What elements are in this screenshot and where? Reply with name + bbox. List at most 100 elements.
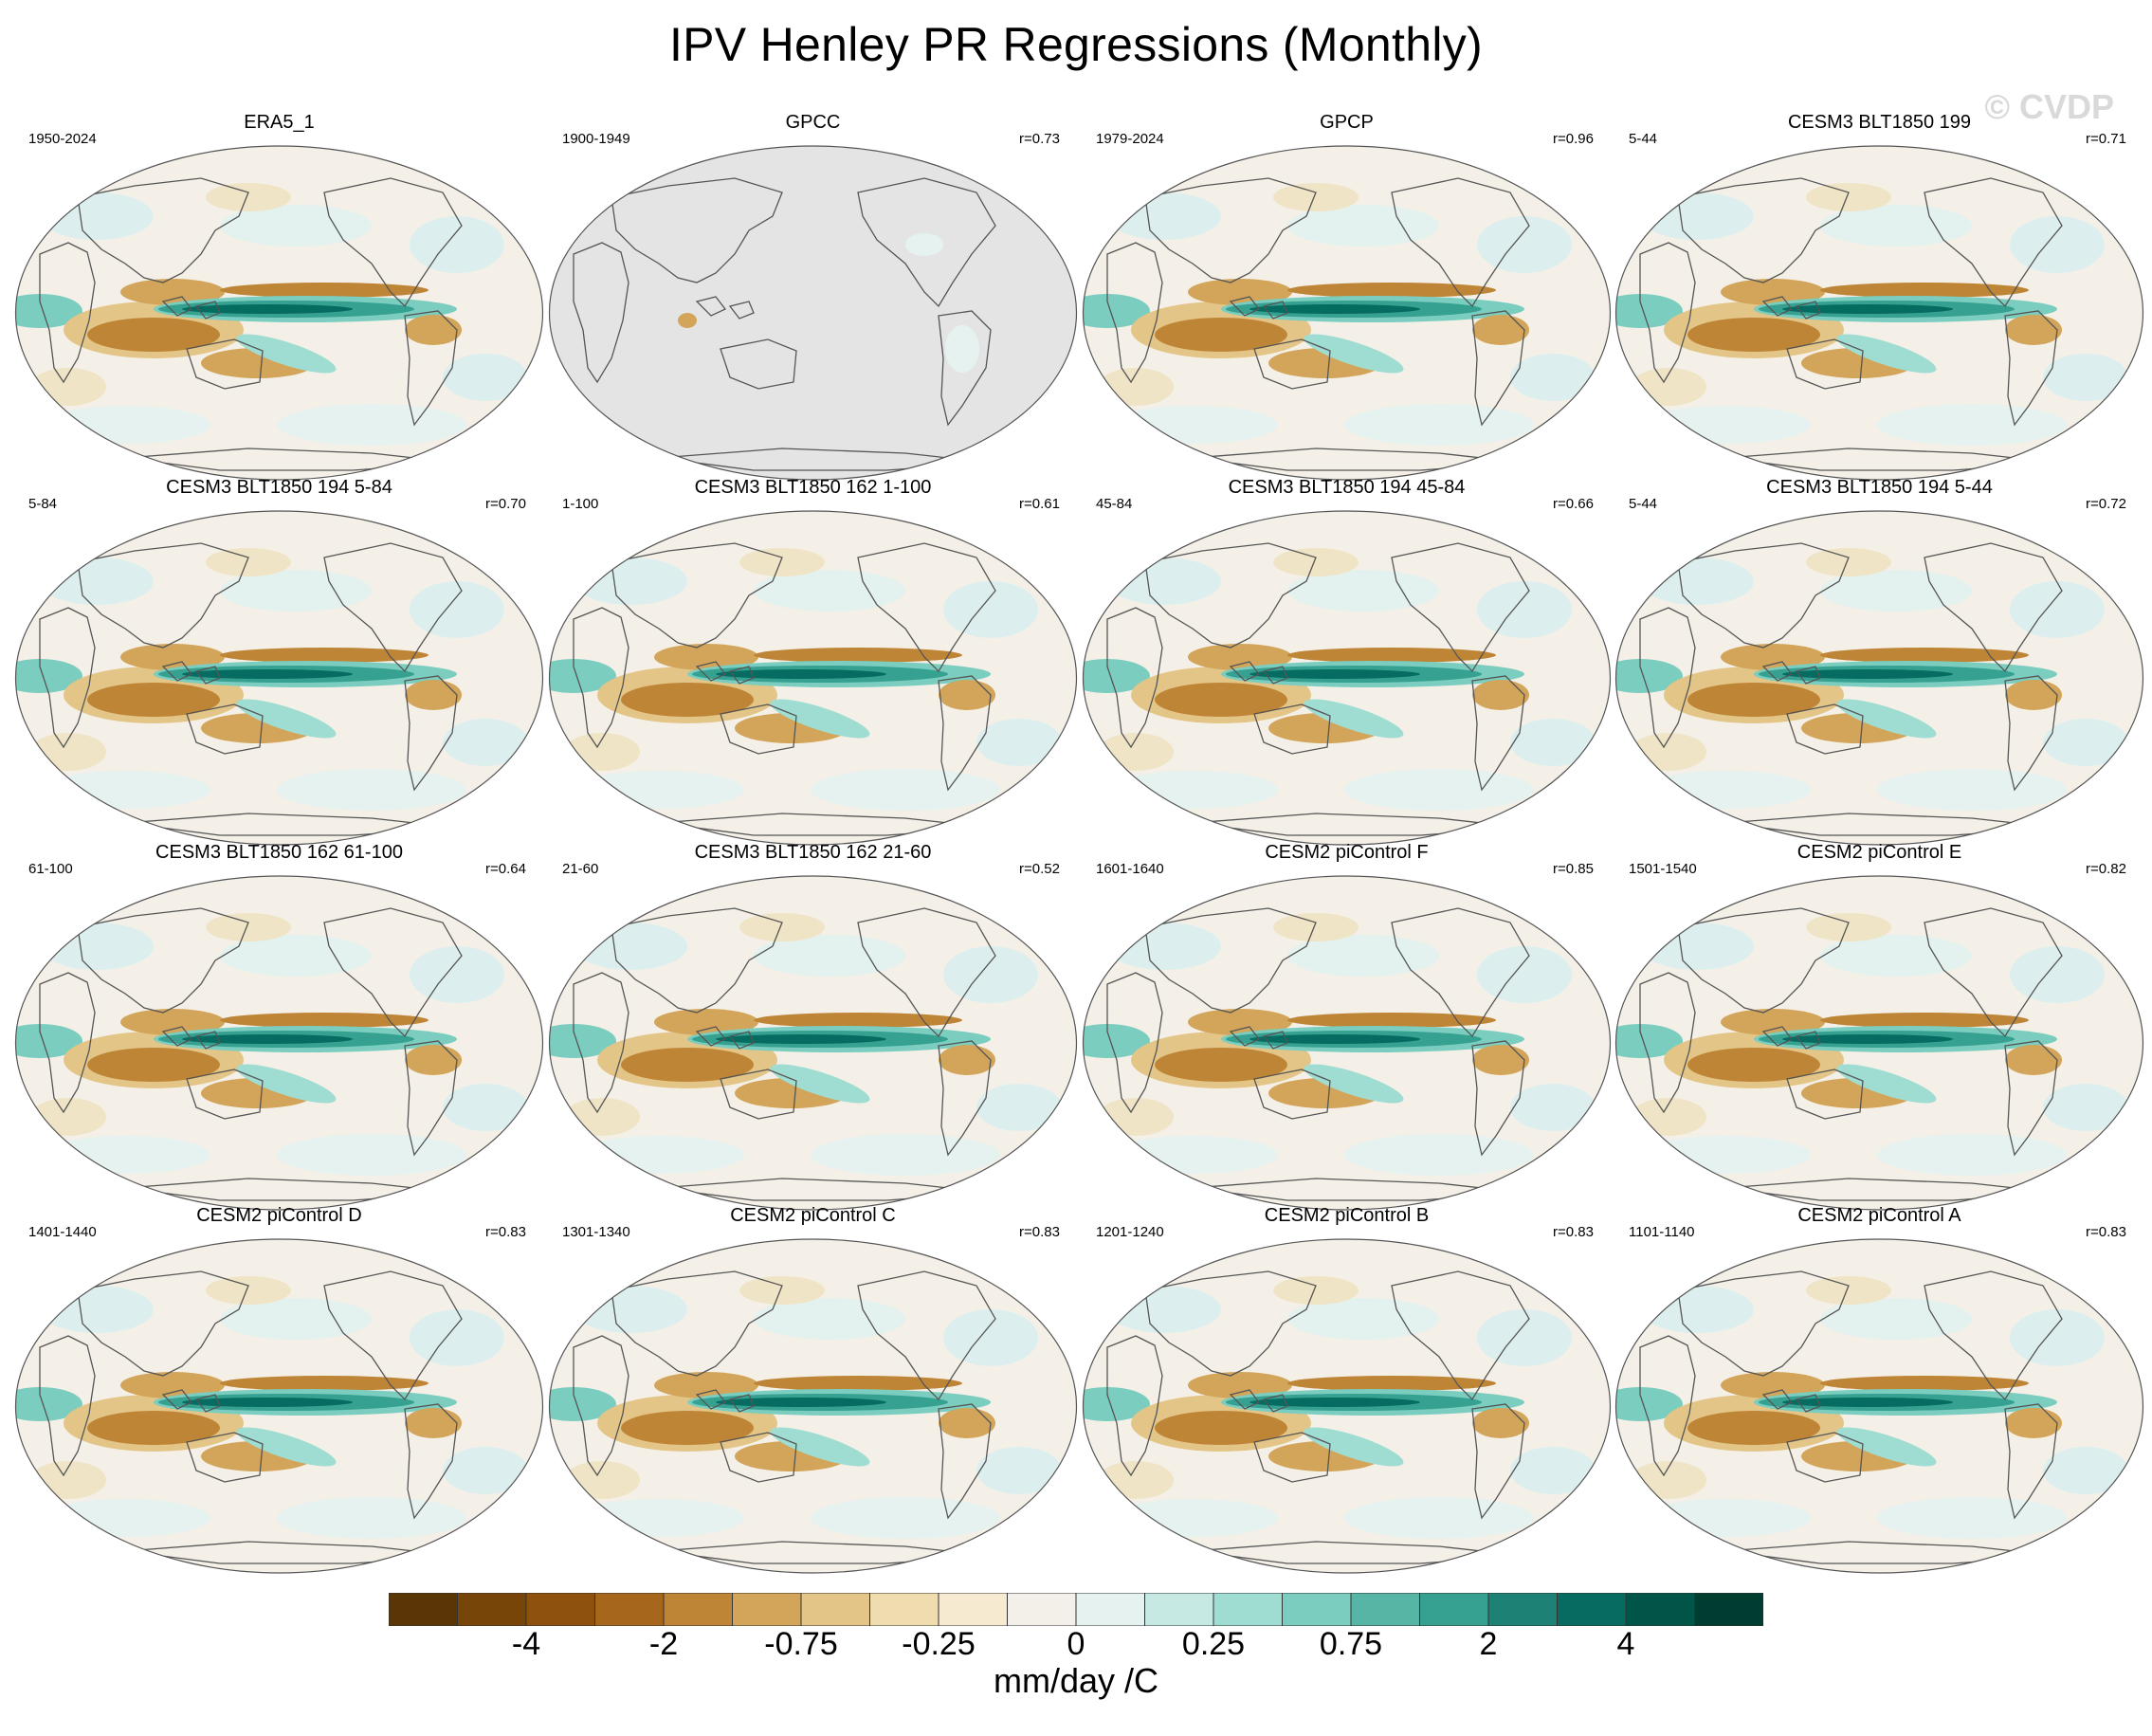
map-panel: ERA5_1 1950-2024 xyxy=(11,112,547,486)
panel-title: GPCC xyxy=(785,112,841,133)
panel-period: 1401-1440 xyxy=(28,1224,97,1240)
colorbar-swatch xyxy=(800,1593,870,1626)
colorbar-tick-label: 0 xyxy=(1067,1626,1085,1662)
colorbar-swatch xyxy=(1007,1593,1077,1626)
panel-correlation: r=0.85 xyxy=(1553,861,1594,877)
panel-period: 5-84 xyxy=(28,496,58,512)
colorbar xyxy=(389,1593,1763,1626)
colorbar-swatch xyxy=(1625,1593,1695,1626)
panel-title: CESM3 BLT1850 199 xyxy=(1787,112,1972,133)
map-panel: GPCC 1900-1949 r=0.73 xyxy=(545,112,1081,486)
panel-title: CESM2 piControl E xyxy=(1796,842,1962,863)
colorbar-tick-label: -2 xyxy=(648,1626,679,1662)
panel-title: CESM3 BLT1850 162 1-100 xyxy=(694,477,932,498)
colorbar-tick-labels: -4 -2 -0.75 -0.25 0 0.25 0.75 2 4 xyxy=(0,1626,2152,1673)
panel-period: 5-44 xyxy=(1629,496,1658,512)
colorbar-swatch xyxy=(732,1593,802,1626)
colorbar-swatch xyxy=(525,1593,595,1626)
panel-period: 1501-1540 xyxy=(1629,861,1697,877)
panel-correlation: r=0.71 xyxy=(2086,131,2126,147)
colorbar-swatch xyxy=(663,1593,733,1626)
panel-correlation: r=0.64 xyxy=(485,861,526,877)
panel-title: ERA5_1 xyxy=(244,112,315,133)
watermark: © CVDP xyxy=(1984,87,2114,126)
panel-title: CESM2 piControl F xyxy=(1265,842,1429,863)
panel-title: CESM3 BLT1850 162 61-100 xyxy=(155,842,403,863)
map-plot xyxy=(14,875,544,1211)
panel-correlation: r=0.83 xyxy=(1019,1224,1060,1240)
panel-period: 45-84 xyxy=(1096,496,1133,512)
colorbar-swatch xyxy=(869,1593,939,1626)
colorbar-tick-label: 0.75 xyxy=(1319,1626,1383,1662)
colorbar-tick-label: -4 xyxy=(511,1626,541,1662)
panel-period: 5-44 xyxy=(1629,131,1658,147)
map-plot xyxy=(1082,145,1612,481)
map-plot xyxy=(1614,875,2144,1211)
panel-correlation: r=0.83 xyxy=(2086,1224,2126,1240)
colorbar-swatch xyxy=(1075,1593,1145,1626)
colorbar-tick-label: -0.75 xyxy=(764,1626,838,1662)
colorbar-swatch xyxy=(389,1593,458,1626)
map-plot xyxy=(1082,1238,1612,1574)
map-panel: CESM3 BLT1850 162 21-60 21-60 r=0.52 xyxy=(545,842,1081,1216)
map-panel: CESM2 piControl D 1401-1440 r=0.83 xyxy=(11,1205,547,1580)
panel-correlation: r=0.83 xyxy=(485,1224,526,1240)
panel-correlation: r=0.96 xyxy=(1553,131,1594,147)
colorbar-swatch xyxy=(1557,1593,1627,1626)
map-panel: CESM2 piControl A 1101-1140 r=0.83 xyxy=(1612,1205,2147,1580)
panel-period: 21-60 xyxy=(562,861,599,877)
colorbar-swatch xyxy=(1694,1593,1763,1626)
panel-correlation: r=0.83 xyxy=(1553,1224,1594,1240)
colorbar-tick-label: 4 xyxy=(1616,1626,1635,1662)
map-panel: CESM2 piControl E 1501-1540 r=0.82 xyxy=(1612,842,2147,1216)
colorbar-tick-label: 0.25 xyxy=(1181,1626,1246,1662)
map-plot xyxy=(1614,1238,2144,1574)
map-plot xyxy=(1082,875,1612,1211)
map-panel: CESM2 piControl F 1601-1640 r=0.85 xyxy=(1079,842,1614,1216)
colorbar-swatch xyxy=(1350,1593,1420,1626)
colorbar-swatch xyxy=(457,1593,527,1626)
panel-correlation: r=0.82 xyxy=(2086,861,2126,877)
map-panel: CESM3 BLT1850 199 5-44 r=0.71 xyxy=(1612,112,2147,486)
panel-title: CESM3 BLT1850 194 45-84 xyxy=(1228,477,1466,498)
figure-title: IPV Henley PR Regressions (Monthly) xyxy=(668,18,1484,71)
map-plot xyxy=(548,1238,1078,1574)
map-panel: CESM3 BLT1850 194 45-84 45-84 r=0.66 xyxy=(1079,477,1614,851)
panel-title: CESM2 piControl C xyxy=(730,1205,896,1226)
colorbar-swatch xyxy=(1213,1593,1283,1626)
map-plot xyxy=(1614,510,2144,846)
panel-title: CESM3 BLT1850 194 5-84 xyxy=(166,477,392,498)
map-plot xyxy=(14,510,544,846)
colorbar-tick-label: 2 xyxy=(1479,1626,1498,1662)
panel-period: 1979-2024 xyxy=(1096,131,1164,147)
panel-correlation: r=0.66 xyxy=(1553,496,1594,512)
colorbar-swatch xyxy=(1282,1593,1352,1626)
map-panel: CESM2 piControl C 1301-1340 r=0.83 xyxy=(545,1205,1081,1580)
panel-period: 1101-1140 xyxy=(1629,1224,1695,1240)
panel-period: 1950-2024 xyxy=(28,131,97,147)
colorbar-swatch xyxy=(1419,1593,1489,1626)
panel-period: 1201-1240 xyxy=(1096,1224,1164,1240)
panel-correlation: r=0.72 xyxy=(2086,496,2126,512)
map-panel: CESM3 BLT1850 194 5-44 5-44 r=0.72 xyxy=(1612,477,2147,851)
colorbar-swatch xyxy=(594,1593,665,1626)
map-panel: CESM3 BLT1850 194 5-84 5-84 r=0.70 xyxy=(11,477,547,851)
map-panel: GPCP 1979-2024 r=0.96 xyxy=(1079,112,1614,486)
map-plot xyxy=(548,145,1078,481)
map-plot xyxy=(1082,510,1612,846)
panel-correlation: r=0.73 xyxy=(1019,131,1060,147)
panel-correlation: r=0.70 xyxy=(485,496,526,512)
colorbar-swatch xyxy=(1487,1593,1558,1626)
map-plot xyxy=(548,875,1078,1211)
colorbar-swatch xyxy=(1144,1593,1214,1626)
panel-title: CESM2 piControl D xyxy=(196,1205,362,1226)
map-plot xyxy=(14,145,544,481)
panel-title: GPCP xyxy=(1320,112,1374,133)
panel-title: CESM3 BLT1850 194 5-44 xyxy=(1766,477,1993,498)
map-panel: CESM3 BLT1850 162 61-100 61-100 r=0.64 xyxy=(11,842,547,1216)
colorbar-swatch xyxy=(938,1593,1008,1626)
panel-period: 61-100 xyxy=(28,861,73,877)
panel-title: CESM2 piControl A xyxy=(1797,1205,1961,1226)
map-plot xyxy=(1614,145,2144,481)
panel-period: 1-100 xyxy=(562,496,599,512)
